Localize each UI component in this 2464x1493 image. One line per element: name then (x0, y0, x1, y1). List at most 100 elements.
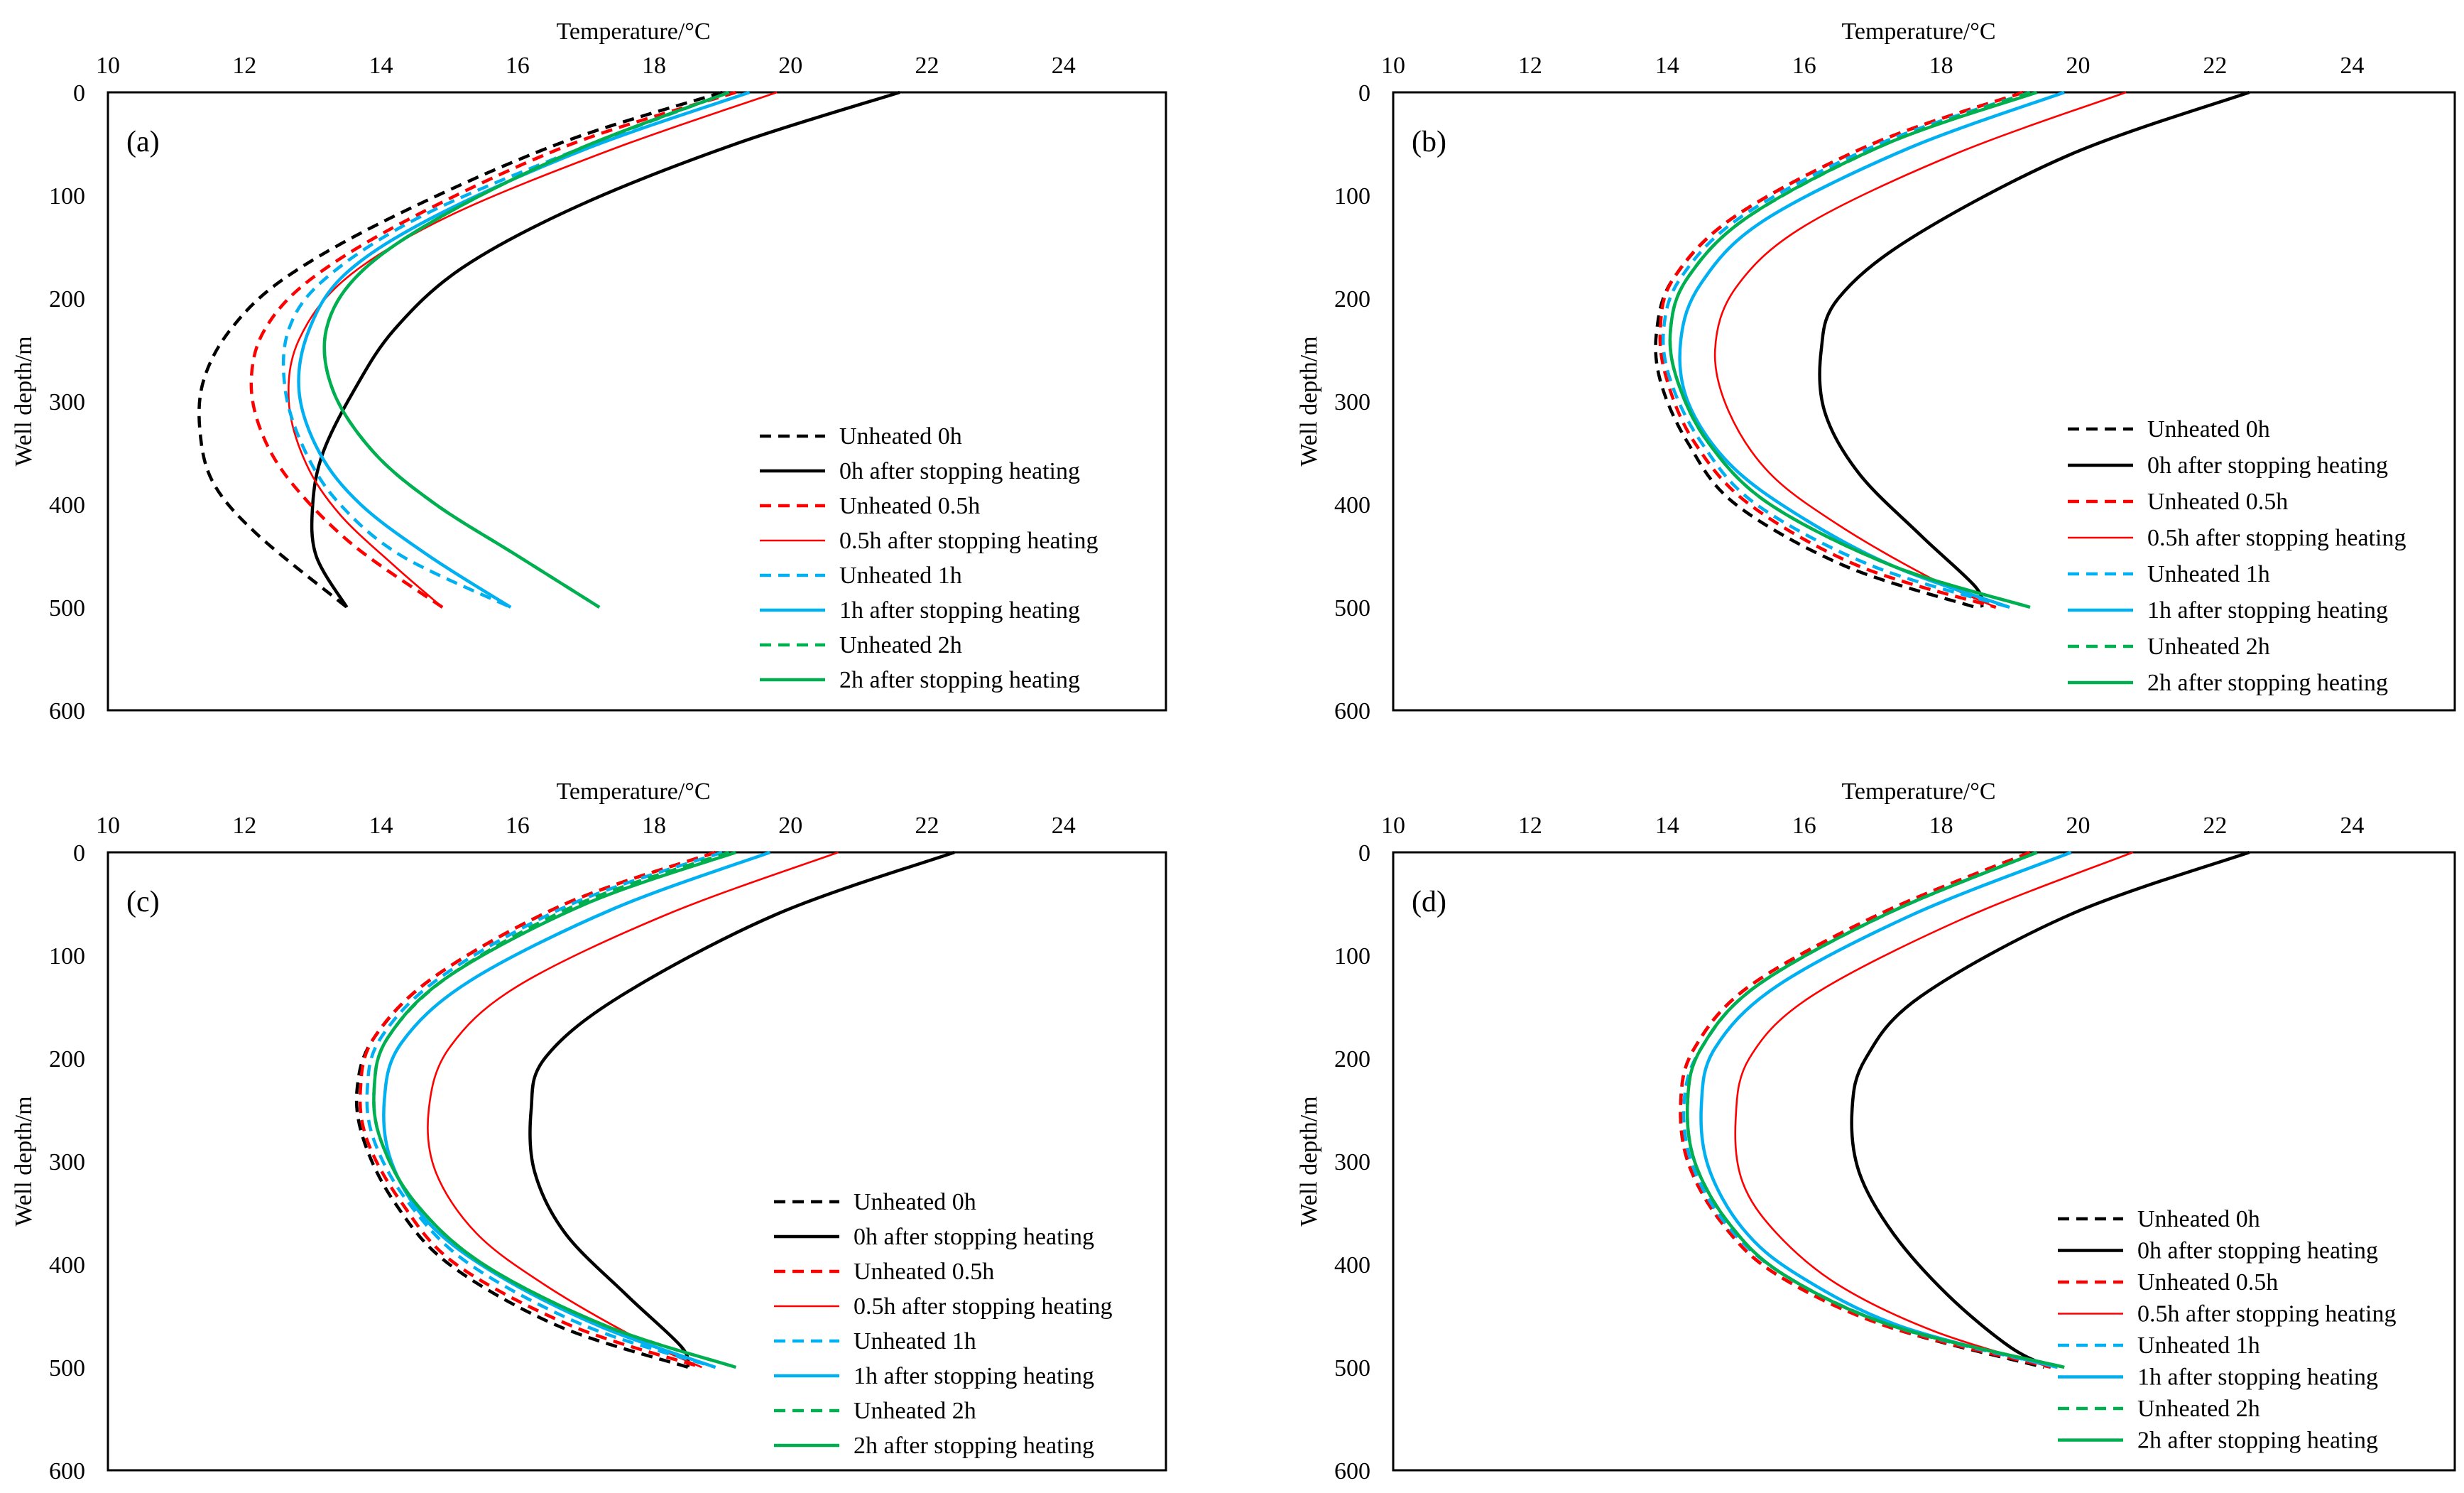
legend-label: 0.5h after stopping heating (839, 528, 1098, 554)
x-tick-label: 20 (778, 813, 802, 839)
panel-label: (b) (1412, 126, 1446, 158)
series-line-1 (354, 850, 716, 1369)
series-line-4 (427, 851, 839, 1369)
x-tick-label: 10 (96, 53, 120, 79)
legend-label: 0h after stopping heating (2137, 1238, 2378, 1264)
y-axis-title: Well depth/m (11, 1096, 37, 1226)
legend-label: 0.5h after stopping heating (2147, 525, 2406, 551)
legend-label: 1h after stopping heating (839, 597, 1080, 624)
x-tick-label: 14 (369, 813, 393, 839)
legend-label: Unheated 0h (2147, 416, 2270, 443)
y-tick-label: 500 (49, 595, 85, 621)
legend-label: Unheated 2h (854, 1398, 976, 1424)
x-tick-label: 12 (232, 813, 256, 839)
y-tick-label: 600 (1334, 698, 1370, 724)
series-line-6 (1699, 850, 2072, 1369)
y-axis-title: Well depth/m (1296, 336, 1322, 466)
series-line-1 (1654, 90, 2024, 609)
legend-label: Unheated 0.5h (839, 493, 980, 519)
y-tick-label: 500 (1334, 1355, 1370, 1381)
x-tick-label: 24 (1052, 53, 1076, 79)
x-axis-title: Temperature/°C (1841, 778, 1995, 805)
panel-d: 10 12 14 16 18 20 22 24 0 100 200 300 400 500 600 Tempe… (1296, 778, 2456, 1484)
legend-label: 0h after stopping heating (2147, 452, 2388, 479)
legend-label: 1h after stopping heating (2147, 597, 2388, 624)
series-line-1 (1679, 850, 2044, 1369)
legend-label: Unheated 2h (2137, 1396, 2260, 1422)
x-tick-label: 14 (1655, 53, 1679, 79)
x-axis-title: Temperature/°C (556, 18, 710, 45)
series-line-7 (1668, 90, 2031, 609)
y-tick-label: 300 (1334, 389, 1370, 416)
series-line-2 (1850, 850, 2250, 1369)
y-tick-label: 200 (49, 1046, 85, 1073)
x-tick-label: 16 (506, 53, 530, 79)
y-tick-label: 300 (49, 389, 85, 416)
x-tick-label: 18 (1929, 813, 1953, 839)
legend-label: 0h after stopping heating (839, 458, 1080, 484)
legend-label: 2h after stopping heating (2137, 1428, 2378, 1454)
x-tick-label: 16 (1792, 53, 1816, 79)
legend-label: 0h after stopping heating (854, 1224, 1094, 1250)
series-line-5 (365, 850, 723, 1369)
legend-label: 0.5h after stopping heating (2137, 1301, 2396, 1328)
series-line-8 (322, 90, 730, 609)
x-tick-label: 22 (915, 53, 939, 79)
y-tick-label: 400 (49, 492, 85, 519)
legend-label: Unheated 0h (839, 423, 962, 450)
plot-frame (1392, 91, 2456, 712)
plot-frame (107, 851, 1167, 1472)
y-tick-label: 400 (49, 1252, 85, 1278)
x-tick-label: 10 (96, 813, 120, 839)
series-line-4 (1734, 851, 2134, 1369)
y-tick-label: 200 (1334, 1046, 1370, 1073)
series-line-1 (197, 90, 723, 609)
series-line-3 (1658, 90, 2024, 609)
legend-label: Unheated 0.5h (2137, 1269, 2278, 1296)
y-axis-title: Well depth/m (1296, 1096, 1322, 1226)
series-line-3 (358, 850, 716, 1369)
series-line-6 (1678, 90, 2065, 609)
x-tick-label: 10 (1381, 813, 1405, 839)
plot-frame (107, 91, 1167, 712)
y-tick-label: 100 (1334, 183, 1370, 210)
panel-a: 10 12 14 16 18 20 22 24 0 100 200 300 400 500 600 Tempe… (11, 18, 1167, 724)
x-tick-label: 24 (2340, 813, 2364, 839)
y-tick-label: 400 (1334, 492, 1370, 519)
x-tick-label: 12 (232, 53, 256, 79)
legend-label: Unheated 1h (839, 563, 962, 589)
y-tick-label: 0 (73, 80, 85, 107)
panel-c: 10 12 14 16 18 20 22 24 0 100 200 300 400 500 600 Tempe… (11, 778, 1167, 1484)
series-line-4 (288, 91, 778, 608)
y-tick-label: 300 (49, 1149, 85, 1176)
x-tick-label: 10 (1381, 53, 1405, 79)
legend-label: 2h after stopping heating (854, 1433, 1094, 1459)
x-tick-label: 20 (778, 53, 802, 79)
x-axis-title: Temperature/°C (556, 778, 710, 805)
series-line-3 (1679, 850, 2051, 1369)
series-line-6 (297, 90, 751, 609)
legend-label: Unheated 2h (2147, 634, 2270, 660)
y-tick-label: 600 (49, 698, 85, 724)
legend-label: Unheated 1h (2147, 561, 2270, 587)
panel-label: (d) (1412, 886, 1446, 918)
y-tick-label: 400 (1334, 1252, 1370, 1278)
series-line-5 (1681, 850, 2059, 1369)
legend-label: Unheated 0h (854, 1189, 976, 1215)
y-tick-label: 100 (1334, 943, 1370, 970)
series-line-8 (372, 850, 737, 1369)
series-line-3 (249, 90, 737, 609)
panel-b: 10 12 14 16 18 20 22 24 0 100 200 300 400 500 600 Tempe… (1296, 18, 2456, 724)
x-tick-label: 20 (2066, 53, 2090, 79)
series-line-2 (1818, 90, 2250, 608)
x-tick-label: 16 (1792, 813, 1816, 839)
legend-label: Unheated 1h (854, 1328, 976, 1354)
x-tick-label: 20 (2066, 813, 2090, 839)
x-tick-label: 24 (1052, 813, 1076, 839)
x-tick-label: 18 (642, 813, 666, 839)
legend-label: 1h after stopping heating (854, 1363, 1094, 1389)
y-tick-label: 0 (73, 840, 85, 867)
legend-label: Unheated 1h (2137, 1332, 2260, 1359)
series-line-2 (310, 90, 900, 609)
